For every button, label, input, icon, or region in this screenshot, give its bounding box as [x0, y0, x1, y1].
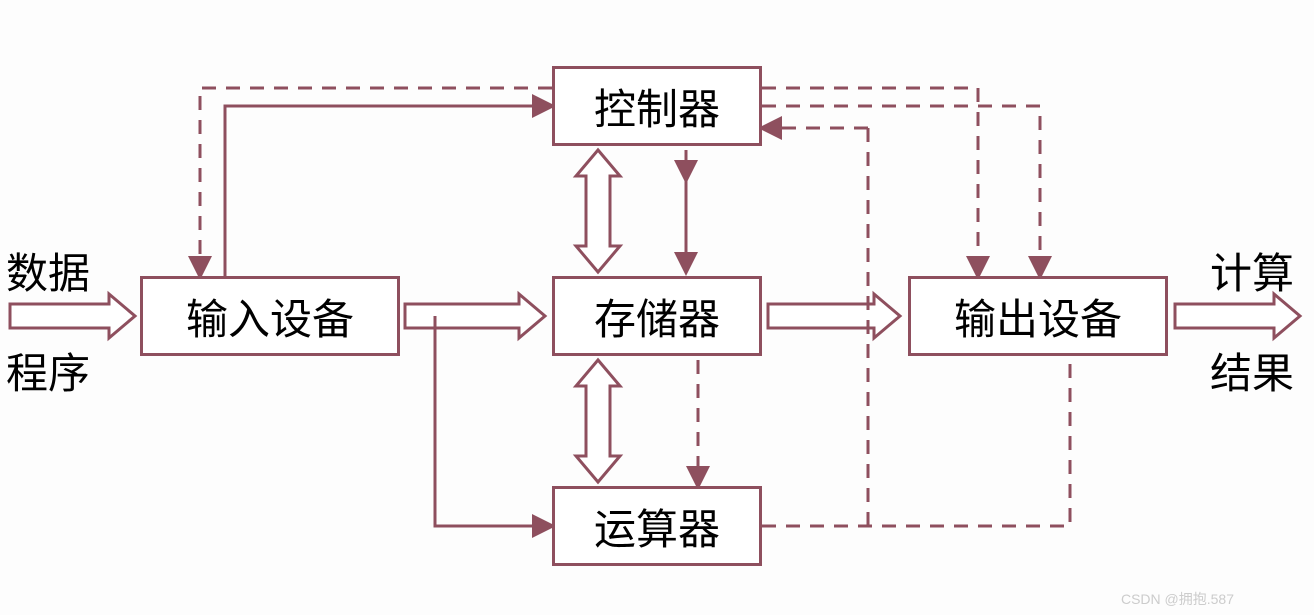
dashed-connector — [762, 356, 1070, 526]
watermark: CSDN @拥抱.587 — [1121, 589, 1234, 609]
node-label: 输入设备 — [186, 286, 354, 347]
side-label-bottom_right: 结果 — [1210, 340, 1294, 401]
node-controller: 控制器 — [552, 66, 762, 146]
solid-connector — [225, 106, 552, 276]
dashed-connector — [200, 88, 552, 276]
dashed-connector — [762, 88, 978, 276]
side-label-bottom_left: 程序 — [6, 340, 90, 401]
side-label-top_right: 计算 — [1210, 240, 1294, 301]
node-label: 控制器 — [594, 76, 720, 137]
node-label: 运算器 — [594, 496, 720, 557]
dashed-connector — [762, 106, 1040, 276]
node-alu: 运算器 — [552, 486, 762, 566]
hollow-arrow — [768, 294, 900, 338]
hollow-bidir-arrow — [576, 360, 620, 482]
side-label-top_left: 数据 — [6, 240, 90, 301]
node-label: 输出设备 — [954, 286, 1122, 347]
solid-connector — [435, 316, 552, 526]
node-memory: 存储器 — [552, 276, 762, 356]
node-output: 输出设备 — [908, 276, 1168, 356]
node-input: 输入设备 — [140, 276, 400, 356]
hollow-arrow — [405, 294, 545, 338]
node-label: 存储器 — [594, 286, 720, 347]
hollow-bidir-arrow — [576, 150, 620, 272]
